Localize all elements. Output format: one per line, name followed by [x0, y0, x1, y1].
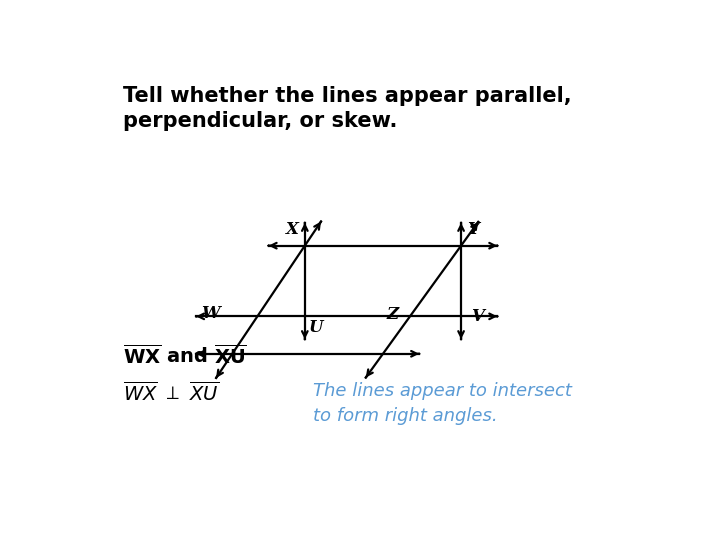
Text: Tell whether the lines appear parallel,
perpendicular, or skew.: Tell whether the lines appear parallel, …	[124, 85, 572, 131]
Text: Z: Z	[387, 306, 399, 323]
Text: $\bf\overline{WX}$ $\mathbf{and}$ $\bf\overline{XU}$: $\bf\overline{WX}$ $\mathbf{and}$ $\bf\o…	[124, 344, 248, 368]
Text: X: X	[286, 221, 299, 238]
Text: U: U	[308, 319, 323, 336]
Text: $\overline{WX}\ \perp\ \overline{XU}$: $\overline{WX}\ \perp\ \overline{XU}$	[124, 381, 220, 405]
Text: W: W	[202, 305, 220, 321]
Text: V: V	[471, 308, 484, 325]
Text: The lines appear to intersect
to form right angles.: The lines appear to intersect to form ri…	[313, 382, 572, 425]
Text: Y: Y	[467, 221, 479, 238]
